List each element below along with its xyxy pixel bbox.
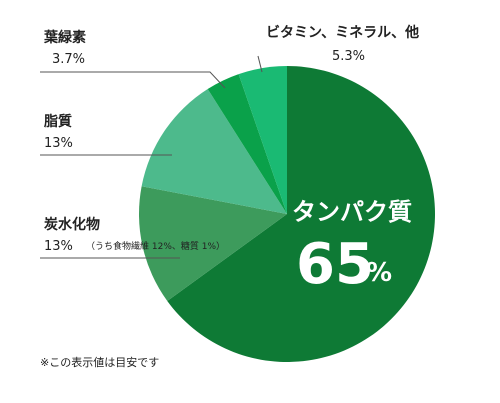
- label-carb-name: 炭水化物: [44, 216, 100, 233]
- label-lipid-name: 脂質: [43, 113, 72, 130]
- pie-slices: [139, 66, 436, 363]
- pie-slice-protein: [167, 66, 436, 363]
- label-chlorophyll-name: 葉緑素: [43, 29, 86, 46]
- label-protein-name: タンパク質: [292, 198, 412, 226]
- label-chlorophyll-pct: 3.7%: [52, 52, 85, 67]
- pie-slice-carb: [139, 186, 287, 301]
- footnote: ※この表示値は目安です: [40, 355, 159, 369]
- label-protein-unit: %: [366, 258, 392, 288]
- label-lipid-pct: 13%: [44, 136, 73, 151]
- label-carb-sub: （うち食物繊維 12%、糖質 1%）: [86, 240, 225, 252]
- pie-slice-chlorophyll: [207, 74, 287, 214]
- leader-line-chlorophyll: [40, 71, 226, 89]
- leader-line-vitamins: [257, 55, 263, 73]
- leader-lines: [40, 55, 263, 259]
- label-vitamins-name: ビタミン、ミネラル、他: [266, 24, 419, 41]
- label-vitamins-pct: 5.3%: [332, 49, 365, 64]
- label-carb-pct: 13%: [44, 239, 73, 254]
- pie-slice-vitamins: [238, 66, 287, 214]
- label-protein-value: 65: [296, 232, 374, 297]
- pie-slice-lipid: [141, 89, 287, 214]
